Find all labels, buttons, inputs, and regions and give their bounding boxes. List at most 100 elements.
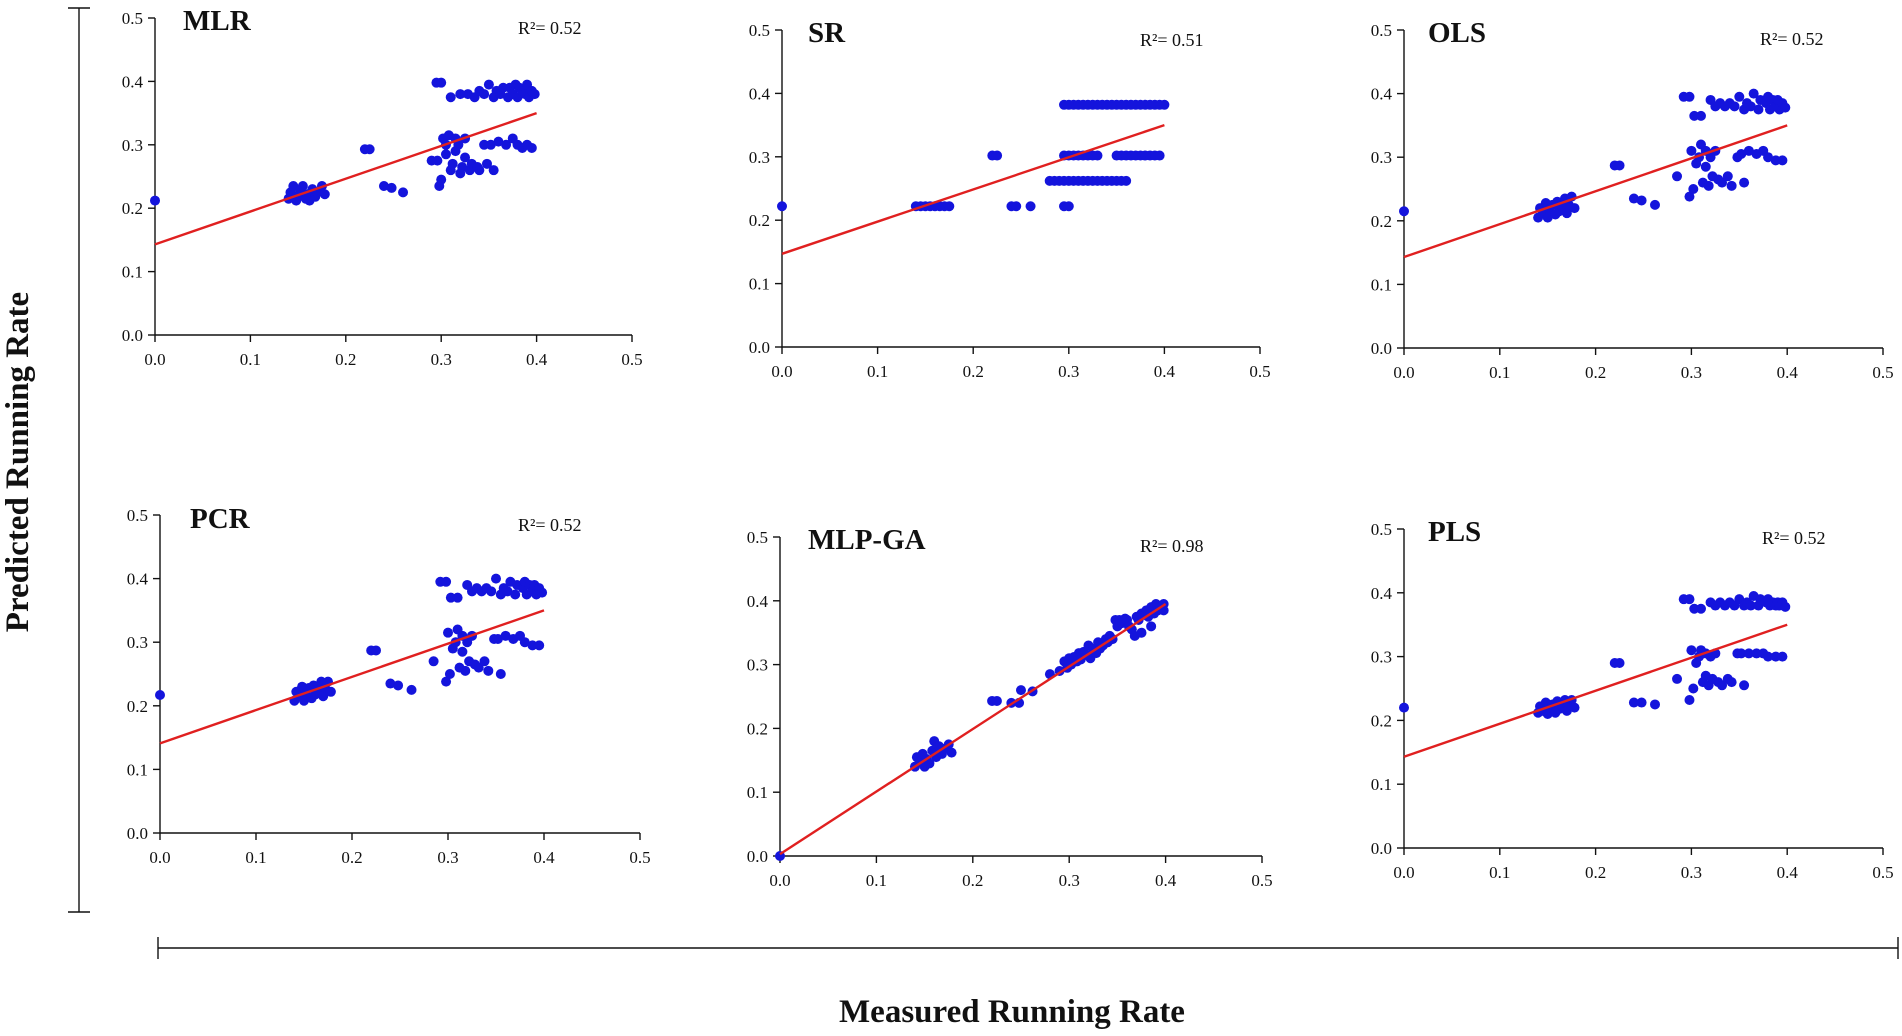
data-point: [398, 187, 409, 198]
data-point: [1614, 160, 1625, 171]
data-point: [992, 150, 1003, 161]
data-point: [1722, 171, 1733, 182]
y-tick-label: 0.4: [747, 592, 769, 611]
y-tick-label: 0.0: [1371, 339, 1392, 358]
y-tick-label: 0.5: [122, 9, 143, 28]
data-point: [1614, 657, 1625, 668]
y-tick-label: 0.3: [1371, 648, 1392, 667]
data-point: [537, 587, 548, 598]
y-axis-title: Predicted Running Rate: [0, 292, 36, 632]
panel-title: PLS: [1428, 516, 1481, 548]
data-point: [460, 665, 471, 676]
data-point: [453, 139, 464, 150]
panel-mlp-ga: 0.0 0.1 0.2 0.3 0.4 0.5 0.0 0.1 0.2 0.3 0.4 0.5 MLP-…: [747, 524, 1273, 890]
y-tick-label: 0.4: [1371, 85, 1393, 104]
y-tick-label: 0.5: [1371, 21, 1392, 40]
y-tick-label: 0.1: [749, 275, 770, 294]
data-point: [1726, 180, 1737, 191]
data-point: [1753, 104, 1764, 115]
data-point: [150, 195, 160, 206]
fit-line: [781, 123, 1165, 255]
data-point: [1684, 594, 1695, 605]
data-point: [1686, 645, 1697, 656]
x-tick-label: 0.1: [1489, 363, 1510, 382]
panel-title: MLP-GA: [808, 524, 926, 556]
r-squared-label: R²= 0.52: [518, 515, 582, 535]
r-squared-label: R²= 0.52: [1762, 528, 1826, 548]
data-point: [510, 589, 521, 600]
x-tick-label: 0.1: [867, 362, 888, 381]
data-point: [155, 689, 165, 700]
panel-title: MLR: [183, 5, 252, 37]
y-tick-label: 0.3: [747, 656, 768, 675]
data-point: [1695, 110, 1706, 121]
x-tick-label: 0.3: [431, 350, 452, 369]
data-point: [1569, 702, 1580, 713]
data-point: [473, 662, 484, 673]
x-tick-label: 0.2: [1585, 363, 1606, 382]
panel-sr: 0.0 0.1 0.2 0.3 0.4 0.5 0.0 0.1 0.2 0.3 0.4 0.5 SR R²…: [749, 17, 1271, 381]
data-point: [445, 92, 456, 103]
data-point: [1780, 102, 1791, 113]
data-point: [1684, 694, 1695, 705]
data-point: [441, 576, 452, 587]
r-squared-label: R²= 0.98: [1140, 536, 1204, 556]
data-point: [491, 573, 501, 584]
x-axis-title: Measured Running Rate: [839, 994, 1185, 1030]
data-point: [1159, 99, 1170, 110]
data-point: [1739, 177, 1750, 188]
panel-title: PCR: [190, 503, 251, 535]
data-point: [1016, 685, 1026, 696]
data-point: [436, 77, 447, 88]
data-point: [1726, 677, 1737, 688]
data-point: [481, 158, 492, 169]
x-tick-label: 0.0: [1393, 863, 1414, 882]
data-point: [378, 181, 389, 192]
y-tick-label: 0.1: [1371, 775, 1392, 794]
data-point: [1745, 101, 1756, 112]
x-tick-label: 0.3: [1681, 363, 1702, 382]
x-tick-label: 0.4: [526, 350, 548, 369]
data-point: [483, 665, 494, 676]
data-point: [386, 182, 397, 193]
y-tick-label: 0.0: [747, 847, 768, 866]
data-point: [440, 149, 451, 160]
x-tick-label: 0.4: [1154, 362, 1176, 381]
x-tick-label: 0.5: [1872, 863, 1893, 882]
y-tick-label: 0.3: [127, 633, 148, 652]
data-point: [452, 592, 463, 603]
data-point: [1542, 212, 1553, 223]
y-tick-label: 0.1: [127, 760, 148, 779]
data-point: [493, 136, 504, 147]
data-point: [991, 695, 1002, 706]
y-tick-label: 0.4: [749, 84, 771, 103]
fit-line: [154, 111, 537, 246]
data-point: [501, 139, 512, 150]
data-point: [1734, 91, 1745, 102]
data-point: [1136, 627, 1147, 638]
x-tick-label: 0.0: [1393, 363, 1414, 382]
y-tick-label: 0.0: [1371, 839, 1392, 858]
x-tick-label: 0.5: [1872, 363, 1893, 382]
data-point: [406, 684, 417, 695]
data-point: [485, 139, 496, 150]
x-tick-label: 0.0: [771, 362, 792, 381]
x-tick-label: 0.1: [866, 871, 887, 890]
data-point: [483, 79, 494, 90]
y-tick-label: 0.5: [1371, 520, 1392, 539]
y-tick-label: 0.0: [749, 338, 770, 357]
data-point: [1025, 201, 1036, 212]
x-tick-label: 0.2: [335, 350, 356, 369]
y-tick-label: 0.4: [122, 72, 144, 91]
data-point: [318, 691, 329, 702]
data-point: [1628, 193, 1639, 204]
y-tick-label: 0.0: [127, 824, 148, 843]
y-tick-label: 0.2: [747, 719, 768, 738]
x-tick-label: 0.0: [149, 848, 170, 867]
x-tick-label: 0.2: [962, 871, 983, 890]
data-point: [1736, 648, 1747, 659]
data-point: [1777, 651, 1788, 662]
data-point: [319, 189, 330, 200]
data-point: [1763, 152, 1774, 163]
data-point: [486, 586, 497, 597]
